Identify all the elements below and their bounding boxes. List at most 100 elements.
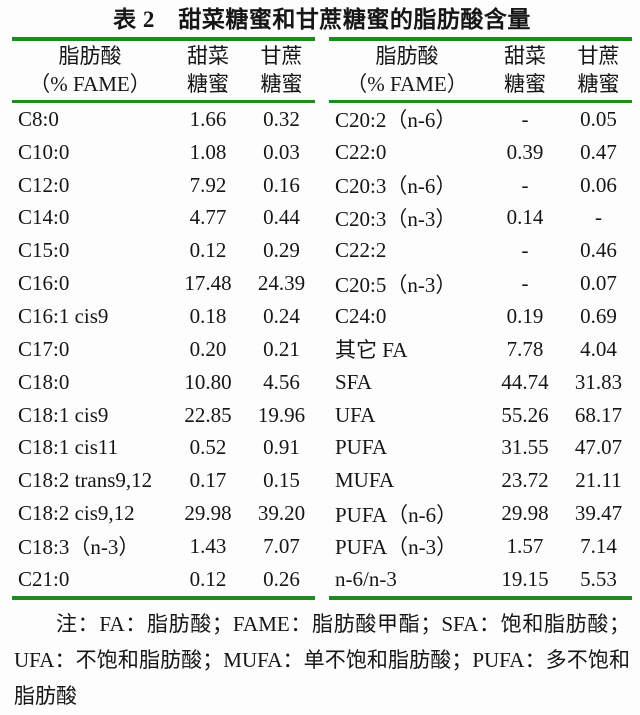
top-rule [329,37,632,41]
col-header-cane-2: 糖蜜 [577,72,620,96]
cane-molasses-value: 4.04 [580,336,617,361]
beet-molasses-value: 0.17 [189,468,227,493]
table-row: C18:1 cis11 0.52 0.91 [12,431,315,464]
cane-molasses-value: 0.07 [580,271,617,296]
fatty-acid-name: C18:2 cis9,12 [18,501,135,526]
fatty-acid-name: n-6/n-3 [335,566,397,591]
table-note: 注：FA：脂肪酸；FAME：脂肪酸甲酯；SFA：饱和脂肪酸；UFA：不饱和脂肪酸… [14,611,630,708]
table-row: C18:0 10.80 4.56 [12,366,315,399]
cane-molasses-value: 39.47 [574,501,623,526]
table-row: C8:0 1.66 0.32 [12,103,315,136]
fatty-acid-name: UFA [335,402,376,427]
fatty-acid-name: C18:1 cis11 [18,435,119,460]
beet-molasses-value: 0.19 [506,303,544,328]
cane-molasses-value: 7.14 [580,533,617,558]
beet-molasses-value: 0.39 [506,139,544,164]
fatty-acid-name: C12:0 [18,172,70,197]
cane-molasses-value: 0.91 [263,435,300,460]
beet-molasses-value: 0.18 [189,303,227,328]
cane-molasses-value: 0.26 [263,566,300,591]
fatty-acid-name: C18:3（n-3） [18,535,140,560]
cane-molasses-value: 19.96 [257,402,306,427]
cane-molasses-value: 21.11 [575,468,622,493]
fatty-acid-name: C22:2 [335,238,387,263]
table-row: C14:0 4.77 0.44 [12,202,315,235]
table-row: MUFA 23.72 21.11 [329,464,632,497]
cane-molasses-value: 0.44 [263,205,300,230]
beet-molasses-value: 0.52 [189,435,227,460]
cane-molasses-value: 0.15 [263,468,300,493]
cane-molasses-value: 7.07 [263,533,300,558]
cane-molasses-value: 0.24 [263,303,300,328]
col-header-cane: 甘蔗 [577,44,620,68]
beet-molasses-value: - [521,238,529,263]
table-row: C18:2 trans9,12 0.17 0.15 [12,464,315,497]
table-row: PUFA 31.55 47.07 [329,431,632,464]
beet-molasses-value: - [521,106,529,131]
col-header-beet-2: 糖蜜 [187,72,229,96]
right-header: 脂肪酸 甜菜 甘蔗 （% FAME） 糖蜜 糖蜜 [329,41,632,100]
cane-molasses-value: 0.05 [580,106,617,131]
table-row: C18:3（n-3） 1.43 7.07 [12,530,315,563]
cane-molasses-value: 4.56 [263,369,300,394]
header-line-1: 脂肪酸 甜菜 甘蔗 [329,42,632,70]
col-header-cane-2: 糖蜜 [260,72,303,96]
col-header-beet: 甜菜 [504,44,546,68]
table-row: C12:0 7.92 0.16 [12,169,315,202]
beet-molasses-value: 55.26 [501,402,549,427]
col-header-fame-unit: （% FAME） [29,72,151,96]
beet-molasses-value: 0.20 [189,336,227,361]
table-row: SFA 44.74 31.83 [329,366,632,399]
col-header-fame-unit: （% FAME） [346,72,468,96]
fatty-acid-name: C14:0 [18,205,70,230]
header-line-2: （% FAME） 糖蜜 糖蜜 [329,70,632,98]
fatty-acid-name: 其它 FA [335,338,408,363]
col-header-fatty-acid: 脂肪酸 [375,44,439,68]
beet-molasses-value: 7.78 [506,336,544,361]
fatty-acid-name: C21:0 [18,566,70,591]
header-line-1: 脂肪酸 甜菜 甘蔗 [12,42,315,70]
header-rule [329,100,632,103]
fatty-acid-name: C16:1 cis9 [18,303,109,328]
left-header: 脂肪酸 甜菜 甘蔗 （% FAME） 糖蜜 糖蜜 [12,41,315,100]
fatty-acid-name: MUFA [335,468,395,493]
fatty-acid-name: C18:2 trans9,12 [18,468,153,493]
table-row: C20:3（n-3） 0.14 - [329,202,632,235]
fatty-acid-name: PUFA（n-3） [335,535,458,560]
left-rows: C8:0 1.66 0.32 C10:0 1.08 0.03 C12:0 7.92 0.16 C1… [12,103,315,596]
table-row: C18:1 cis9 22.85 19.96 [12,399,315,432]
fatty-acid-name: PUFA（n-6） [335,502,458,527]
header-line-2: （% FAME） 糖蜜 糖蜜 [12,70,315,98]
fatty-acid-name: C8:0 [18,106,59,131]
fatty-acid-name: C18:0 [18,369,70,394]
cane-molasses-value: 0.29 [263,238,300,263]
cane-molasses-value: 0.06 [580,172,617,197]
table-row: C22:2 - 0.46 [329,234,632,267]
table-body: 脂肪酸 甜菜 甘蔗 （% FAME） 糖蜜 糖蜜 C8:0 1.66 0.32 C10… [12,37,632,600]
col-header-beet: 甜菜 [187,44,229,68]
beet-molasses-value: 1.08 [189,139,227,164]
beet-molasses-value: 7.92 [189,172,227,197]
table-row: C21:0 0.12 0.26 [12,563,315,596]
table-row: PUFA（n-6） 29.98 39.47 [329,497,632,530]
table-row: C15:0 0.12 0.29 [12,234,315,267]
bottom-rule [329,595,632,600]
table-row: UFA 55.26 68.17 [329,399,632,432]
beet-molasses-value: 0.12 [189,566,227,591]
fatty-acid-name: SFA [335,369,372,394]
table-row: C22:0 0.39 0.47 [329,136,632,169]
beet-molasses-value: 1.66 [189,106,227,131]
beet-molasses-value: 1.43 [189,533,227,558]
cane-molasses-value: 0.47 [580,139,617,164]
fatty-acid-name: C10:0 [18,139,70,164]
table-row: C16:1 cis9 0.18 0.24 [12,300,315,333]
beet-molasses-value: - [521,271,529,296]
right-rows: C20:2（n-6） - 0.05 C22:0 0.39 0.47 C20:3（n-6） - 0… [329,103,632,596]
fatty-acid-name: C20:3（n-3） [335,206,457,231]
cane-molasses-value: 0.32 [263,106,300,131]
table-row: C20:5（n-3） - 0.07 [329,267,632,300]
cane-molasses-value: 0.21 [263,336,300,361]
cane-molasses-value: 0.16 [263,172,300,197]
table-caption: 表 2 甜菜糖蜜和甘蔗糖蜜的脂肪酸含量 [113,7,531,32]
